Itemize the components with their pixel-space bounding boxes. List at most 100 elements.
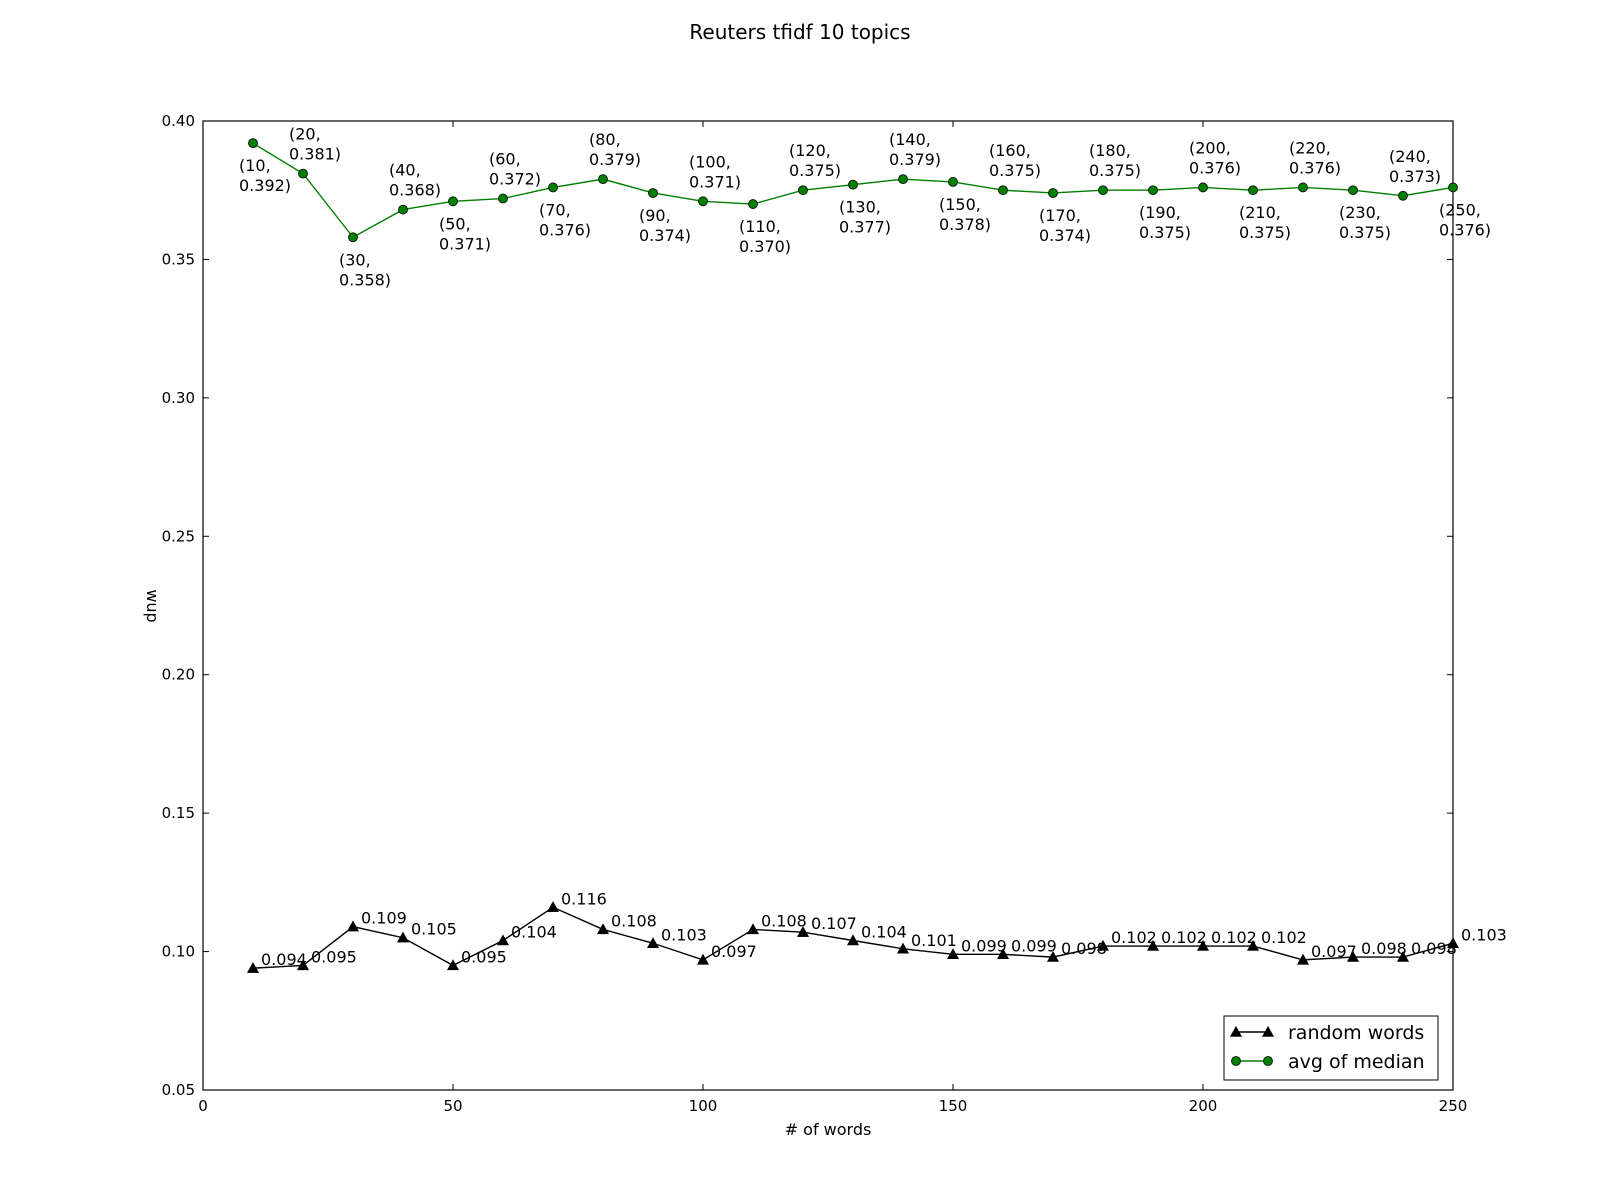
data-point-triangle — [296, 959, 310, 971]
data-label: (180, 0.375) — [1089, 141, 1141, 180]
data-label: (50, 0.371) — [439, 214, 491, 253]
y-tick-label: 0.10 — [162, 943, 195, 961]
data-point-triangle — [796, 926, 810, 937]
y-tick-label: 0.40 — [162, 112, 195, 130]
x-tick-label: 50 — [443, 1097, 462, 1115]
data-label: (120, 0.375) — [789, 141, 841, 180]
x-tick-label: 150 — [939, 1097, 968, 1115]
data-label: (20, 0.381) — [289, 125, 341, 164]
data-label: (70, 0.376) — [539, 200, 591, 239]
data-point-circle — [998, 185, 1008, 196]
data-label: (160, 0.375) — [989, 141, 1041, 180]
y-axis-label: wup — [143, 589, 162, 622]
data-label: 0.095 — [461, 947, 507, 966]
y-tick-label: 0.05 — [162, 1081, 195, 1099]
data-label: (230, 0.375) — [1339, 203, 1391, 242]
data-label: (40, 0.368) — [389, 161, 441, 200]
x-tick-label: 250 — [1439, 1097, 1468, 1115]
data-point-triangle — [896, 942, 910, 954]
data-label: (110, 0.370) — [739, 217, 791, 256]
data-label: 0.104 — [511, 922, 557, 941]
data-label: (130, 0.377) — [839, 198, 891, 237]
data-point-circle — [1198, 182, 1208, 193]
data-point-triangle — [1046, 950, 1060, 962]
legend-marker — [1261, 1025, 1275, 1037]
data-label: 0.094 — [261, 950, 307, 969]
legend-marker — [1231, 1056, 1241, 1066]
data-label: (150, 0.378) — [939, 195, 991, 234]
legend-label: random words — [1288, 1022, 1424, 1044]
data-labels: 0.094 0.0950.1090.1050.0950.1040.1160.108… — [239, 125, 1507, 970]
data-point-circle — [1348, 185, 1358, 196]
data-point-triangle — [996, 948, 1010, 960]
data-point-circle — [398, 204, 408, 215]
data-point-circle — [1398, 190, 1408, 201]
y-tick-label: 0.25 — [162, 527, 195, 545]
data-label: 0.103 — [661, 925, 707, 944]
data-label: (100, 0.371) — [689, 152, 741, 191]
data-label: 0.116 — [561, 889, 607, 908]
data-label: (240, 0.373) — [1389, 147, 1441, 186]
y-tick-label: 0.20 — [162, 666, 195, 684]
data-label: 0.105 — [411, 920, 457, 939]
data-label: 0.102 — [1261, 928, 1307, 947]
data-label: (80, 0.379) — [589, 130, 641, 169]
x-tick-label: 0 — [198, 1097, 208, 1115]
data-point-triangle — [1446, 937, 1460, 948]
data-point-circle — [1148, 185, 1158, 196]
data-label: 0.095 — [311, 947, 357, 966]
data-label: 0.101 — [911, 931, 957, 950]
data-label: 0.108 — [611, 911, 657, 930]
legend-marker — [1229, 1025, 1243, 1037]
data-point-circle — [1048, 188, 1058, 198]
data-point-triangle — [1146, 939, 1160, 951]
data-point-triangle — [1346, 950, 1360, 962]
data-point-circle — [1448, 182, 1458, 193]
legend-label: avg of median — [1288, 1051, 1425, 1073]
data-label: 0.098 — [1061, 939, 1107, 958]
data-point-circle — [298, 168, 308, 179]
data-point-circle — [848, 179, 858, 190]
data-point-triangle — [446, 959, 460, 971]
data-label: 0.097 — [1311, 942, 1357, 961]
legend-box — [1223, 1015, 1439, 1081]
data-label: (210, 0.375) — [1239, 203, 1291, 242]
data-point-triangle — [1396, 950, 1410, 962]
data-point-circle — [448, 196, 458, 207]
data-point-triangle — [696, 953, 710, 965]
data-label: (60, 0.372) — [489, 150, 541, 189]
data-point-circle — [648, 188, 658, 198]
data-point-triangle — [1096, 939, 1110, 951]
data-point-triangle — [1296, 953, 1310, 965]
data-label: 0.103 — [1461, 925, 1507, 944]
data-point-triangle — [596, 923, 610, 935]
data-point-triangle — [546, 901, 560, 912]
legend-marker — [1263, 1056, 1273, 1066]
data-point-circle — [548, 182, 558, 193]
data-point-triangle — [246, 962, 260, 973]
data-point-triangle — [1246, 939, 1260, 951]
data-label: (90, 0.374) — [639, 206, 691, 245]
data-point-triangle — [1196, 939, 1210, 951]
data-label: (170, 0.374) — [1039, 206, 1091, 245]
data-point-triangle — [746, 923, 760, 935]
data-label: (200, 0.376) — [1189, 138, 1241, 177]
data-label: (30, 0.358) — [339, 250, 391, 289]
data-point-triangle — [946, 948, 960, 960]
data-point-triangle — [646, 937, 660, 948]
data-point-triangle — [346, 920, 360, 932]
data-label: 0.098 — [1361, 939, 1407, 958]
y-tick-label: 0.15 — [162, 804, 195, 822]
data-label: (220, 0.376) — [1289, 138, 1341, 177]
data-point-triangle — [396, 931, 410, 943]
data-label: 0.107 — [811, 914, 857, 933]
series-layer — [246, 138, 1460, 973]
data-label: 0.104 — [861, 922, 907, 941]
data-label: (10, 0.392) — [239, 156, 291, 195]
data-label: 0.108 — [761, 911, 807, 930]
data-label: 0.102 — [1111, 928, 1157, 947]
plot-area — [202, 120, 1454, 1091]
chart-title: Reuters tfidf 10 topics — [689, 20, 910, 44]
data-point-circle — [348, 232, 358, 243]
data-label: 0.097 — [711, 942, 757, 961]
